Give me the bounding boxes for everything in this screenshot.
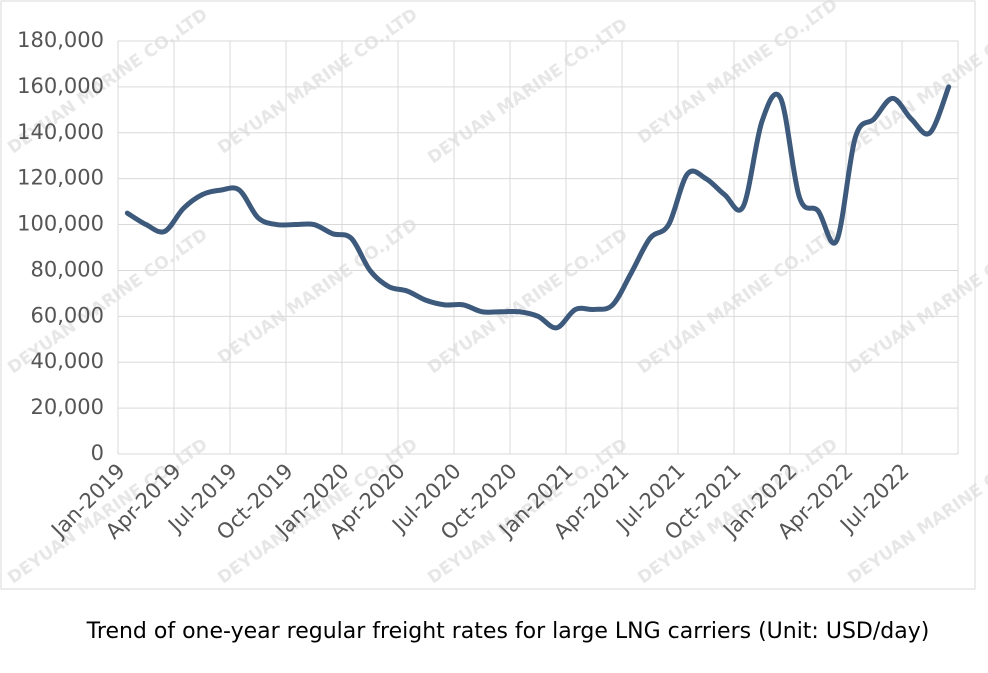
watermark: DEYUAN MARINE CO.,LTD bbox=[214, 5, 421, 159]
y-tick-label: 100,000 bbox=[17, 212, 104, 236]
y-tick-label: 40,000 bbox=[31, 349, 104, 373]
y-tick-label: 0 bbox=[91, 441, 104, 465]
y-tick-label: 80,000 bbox=[31, 257, 104, 281]
y-tick-label: 180,000 bbox=[17, 28, 104, 52]
watermark: DEYUAN MARINE CO.,LTD bbox=[214, 215, 421, 369]
watermark: DEYUAN MARINE CO.,LTD bbox=[424, 15, 631, 169]
line-series bbox=[124, 84, 952, 331]
watermark: DEYUAN MARINE CO.,LTD bbox=[844, 225, 988, 379]
y-tick-label: 160,000 bbox=[17, 74, 104, 98]
watermark: DEYUAN MARINE CO.,LTD bbox=[844, 5, 988, 159]
watermark: DEYUAN MARINE CO.,LTD bbox=[424, 225, 631, 379]
y-tick-label: 140,000 bbox=[17, 120, 104, 144]
watermark: DEYUAN MARINE CO.,LTD bbox=[634, 225, 841, 379]
watermark: DEYUAN MARINE CO.,LTD bbox=[634, 0, 841, 148]
chart-frame bbox=[0, 0, 976, 590]
y-tick-label: 120,000 bbox=[17, 166, 104, 190]
y-tick-label: 60,000 bbox=[31, 303, 104, 327]
y-tick-label: 20,000 bbox=[31, 395, 104, 419]
caption: Trend of one-year regular freight rates … bbox=[86, 619, 930, 644]
